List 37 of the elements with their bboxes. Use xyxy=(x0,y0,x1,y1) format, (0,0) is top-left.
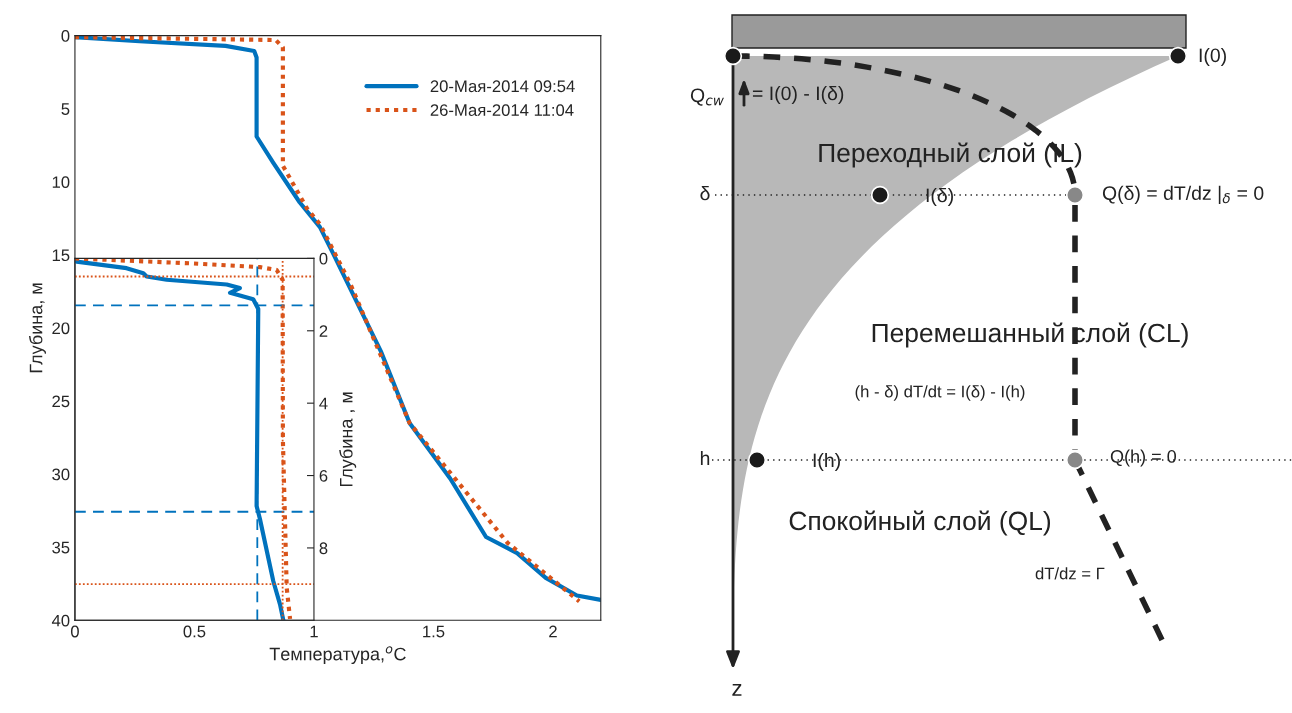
x-tick-label: 1.5 xyxy=(423,625,445,638)
x-tick-label: 1 xyxy=(310,625,318,638)
legend-label: 20-Мая-2014 09:54 xyxy=(430,80,575,93)
y-tick-label: 20 xyxy=(52,322,70,335)
y-tick-label: 4 xyxy=(319,397,328,410)
text: I(h) xyxy=(813,452,840,472)
text: δ xyxy=(700,185,710,201)
text: z xyxy=(732,684,742,696)
y-tick-label: 0 xyxy=(319,252,328,265)
y-tick-label: 2 xyxy=(319,325,328,337)
x-tick-label: 0 xyxy=(70,625,79,638)
text: dT/dz = Γ xyxy=(1035,567,1105,580)
y-tick-label: 10 xyxy=(52,176,70,189)
y-tick-label: 40 xyxy=(51,614,70,627)
text: = I(0) - I(δ) xyxy=(752,85,844,105)
text: Q$_{cw}$ xyxy=(690,88,724,106)
y-tick-label: 8 xyxy=(319,542,328,555)
text: Q(h) = 0 xyxy=(1110,449,1177,467)
y-tick-label: 5 xyxy=(61,103,70,115)
text: I(δ) xyxy=(926,187,953,207)
y-tick-label: 6 xyxy=(319,469,328,482)
y-tick-label: 30 xyxy=(52,468,70,481)
y-axis-title: Глубина , м xyxy=(339,392,357,487)
text: h xyxy=(700,450,710,466)
y-tick-label: 25 xyxy=(52,395,70,408)
text: Q(δ) = dT/dz |$_{δ}$ = 0 xyxy=(1102,185,1264,204)
x-axis-title: Температура,$^{o}$C xyxy=(269,646,406,664)
text: (h - δ) dT/dt = I(δ) - I(h) xyxy=(855,385,1025,401)
y-tick-label: 35 xyxy=(52,541,70,554)
y-tick-label: 0 xyxy=(61,30,70,42)
legend-label: 26-Мая-2014 11:04 xyxy=(430,104,574,116)
x-tick-label: 0.5 xyxy=(183,625,206,638)
text: Спокойный слой (QL) xyxy=(789,510,1051,536)
y-tick-label: 15 xyxy=(52,249,70,262)
x-tick-label: 2 xyxy=(549,625,557,638)
text: I(0) xyxy=(1199,47,1226,67)
y-axis-title: Глубина, м xyxy=(28,283,46,373)
